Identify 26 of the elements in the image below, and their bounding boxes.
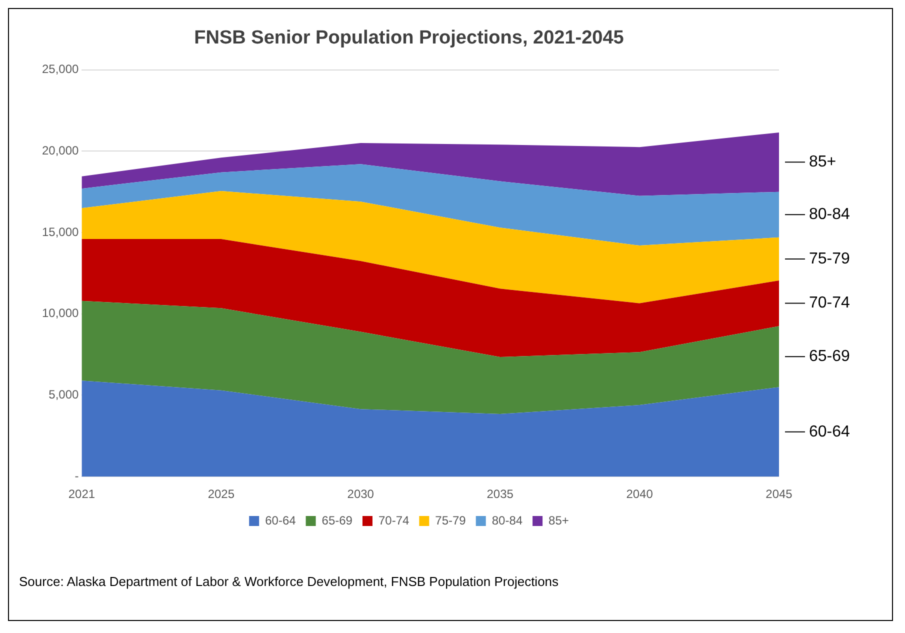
text: 60-64 — [809, 423, 850, 440]
text: 80-84 — [809, 206, 850, 224]
y-tick-label: 15,000 — [42, 224, 80, 239]
legend-label: 60-64 — [265, 513, 296, 528]
legend-label: 85+ — [548, 513, 569, 528]
x-tick-label: 2025 — [208, 487, 235, 502]
text: 70-74 — [809, 294, 850, 312]
legend-label: 65-69 — [322, 513, 353, 528]
y-tick-label: - — [74, 468, 79, 483]
y-tick-label: 25,000 — [42, 62, 80, 76]
y-tick-label: 5,000 — [48, 388, 80, 402]
x-tick-label: 2021 — [68, 487, 96, 502]
chart-title: FNSB Senior Population Projections, 2021-2045 — [194, 28, 624, 49]
y-tick-label: 10,000 — [42, 306, 80, 320]
x-tick-label: 2045 — [766, 487, 793, 502]
text: 85+ — [809, 154, 836, 171]
x-tick-label: 2040 — [626, 487, 654, 502]
y-tick-label: 20,000 — [42, 143, 80, 158]
legend-label: 70-74 — [378, 513, 410, 528]
legend-label: 75-79 — [435, 513, 466, 528]
text: 65-69 — [809, 348, 850, 365]
legend-label: 80-84 — [492, 513, 523, 528]
x-tick-label: 2030 — [347, 487, 374, 502]
source-note: Source: Alaska Department of Labor & Workforce Development, FNSB Population Projections — [19, 574, 559, 589]
x-tick-label: 2035 — [486, 487, 514, 502]
text: 75-79 — [809, 250, 850, 268]
